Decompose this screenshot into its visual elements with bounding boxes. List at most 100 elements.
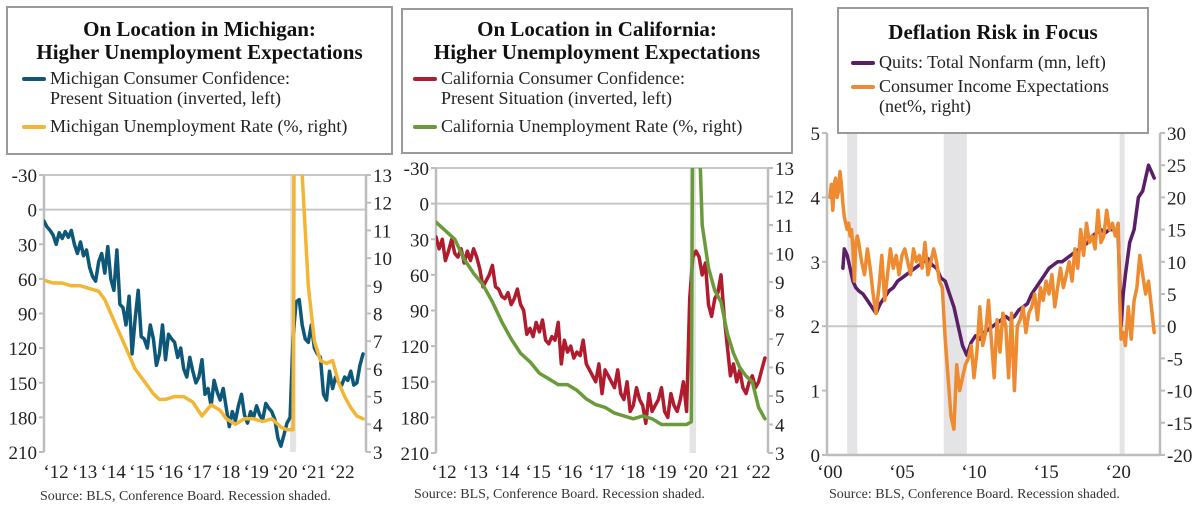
series-line-consumer-income-expectations-net-right — [828, 169, 1156, 431]
legend-label-line-2: (net%, right) — [879, 96, 971, 116]
right-tick-label: 5 — [373, 388, 383, 409]
right-tick-label: 4 — [775, 416, 785, 437]
x-tick-label: ‘21 — [714, 462, 739, 483]
x-tick-label: ‘05 — [889, 462, 914, 483]
legend-item-california-confidence: California Consumer Confidence: Present … — [413, 68, 791, 108]
legend-label-line-2: Present Situation (inverted, left) — [50, 88, 281, 108]
title-line-2: Higher Unemployment Expectations — [36, 40, 363, 64]
left-tick-label: 60 — [410, 266, 429, 287]
legend-label-line-1: Michigan Consumer Confidence: — [50, 68, 290, 88]
right-tick-label: -20 — [1167, 446, 1192, 467]
michigan-chart-title: On Location in Michigan: Higher Unemploy… — [8, 18, 391, 64]
x-tick-label: ‘15 — [1033, 462, 1058, 483]
x-tick-label: ‘16 — [557, 462, 582, 483]
right-tick-label: 12 — [373, 194, 392, 215]
michigan-source-note: Source: BLS, Conference Board. Recession… — [40, 489, 331, 504]
series-line-california-unemployment-rate-right — [436, 168, 767, 427]
x-tick-label: ‘17 — [588, 462, 613, 483]
left-tick-label: 1 — [811, 382, 821, 403]
right-tick-label: 3 — [775, 444, 785, 465]
legend-swatch — [413, 125, 437, 129]
right-tick-label: 9 — [775, 273, 785, 294]
x-tick-label: ‘15 — [129, 462, 154, 483]
deflation-source-note: Source: BLS, Conference Board. Recession… — [829, 487, 1120, 502]
left-tick-label: 90 — [18, 305, 37, 326]
right-tick-label: 8 — [373, 305, 383, 326]
x-tick-label: ‘20 — [1106, 462, 1131, 483]
x-tick-label: ‘16 — [158, 462, 183, 483]
x-tick-label: ‘13 — [72, 462, 97, 483]
left-tick-label: 30 — [410, 230, 429, 251]
left-tick-label: 180 — [9, 408, 38, 429]
x-tick-label: ‘18 — [620, 462, 645, 483]
right-tick-label: 30 — [1167, 124, 1186, 145]
legend-label-line-2: Present Situation (inverted, left) — [441, 88, 672, 108]
x-tick-label: ‘12 — [431, 462, 456, 483]
left-tick-label: -30 — [12, 166, 37, 187]
left-tick-label: 150 — [401, 373, 430, 394]
left-tick-label: 5 — [811, 124, 821, 145]
legend-item-california-unemployment: California Unemployment Rate (%, right) — [413, 116, 791, 136]
right-tick-label: 11 — [775, 216, 793, 237]
right-tick-label: 10 — [373, 249, 392, 270]
left-tick-label: 120 — [9, 339, 38, 360]
left-tick-label: 30 — [18, 235, 37, 256]
california-chart: -30 0 30 60 90 120 150 180 210 13 12 11 10 9 8 7 6 5 4 3 ‘12… — [401, 159, 795, 483]
left-tick-label: 210 — [9, 443, 38, 464]
right-tick-label: 25 — [1167, 156, 1186, 177]
x-tick-label: ‘19 — [244, 462, 269, 483]
michigan-chart: -30 0 30 60 90 120 150 180 210 13 12 11 10 9 8 7 6 5 4 3 ‘12… — [9, 166, 393, 483]
right-tick-label: 12 — [775, 188, 794, 209]
right-tick-label: 0 — [1167, 317, 1177, 338]
legend-label: Michigan Consumer Confidence: Present Si… — [50, 68, 290, 108]
right-tick-label: 3 — [373, 443, 383, 464]
left-tick-label: 3 — [811, 253, 821, 274]
left-tick-label: 4 — [811, 188, 821, 209]
legend-label: California Unemployment Rate (%, right) — [441, 116, 743, 136]
right-tick-label: 5 — [775, 387, 785, 408]
x-tick-label: ‘20 — [272, 462, 297, 483]
left-tick-label: 60 — [18, 270, 37, 291]
x-tick-label: ‘21 — [301, 462, 326, 483]
series-line-michigan-consumer-confidence-present-situation-inverted-left — [44, 219, 365, 448]
x-tick-label: ‘22 — [745, 462, 770, 483]
right-tick-label: 10 — [1167, 253, 1186, 274]
x-tick-label: ‘17 — [186, 462, 211, 483]
legend-swatch — [851, 85, 875, 89]
legend-item-quits: Quits: Total Nonfarm (mn, left) — [851, 52, 1147, 72]
right-tick-label: 15 — [1167, 221, 1186, 242]
legend-label: Quits: Total Nonfarm (mn, left) — [879, 52, 1106, 72]
x-tick-label: ‘19 — [651, 462, 676, 483]
left-tick-label: 210 — [401, 444, 430, 465]
legend-label: Michigan Unemployment Rate (%, right) — [50, 116, 348, 136]
deflation-risk-chart: 0 1 2 3 4 5 30 25 20 15 10 5 0 -5 -10 -15 -20 ‘00 ‘05 ‘10 ‘1… — [811, 124, 1193, 483]
x-tick-label: ‘22 — [329, 462, 354, 483]
right-tick-label: -15 — [1167, 414, 1192, 435]
legend-label: Consumer Income Expectations (net%, righ… — [879, 76, 1109, 116]
left-tick-label: 120 — [401, 337, 430, 358]
series-line-michigan-unemployment-rate-right — [44, 175, 365, 432]
right-tick-label: 9 — [373, 277, 383, 298]
legend-item-income-expectations: Consumer Income Expectations (net%, righ… — [851, 76, 1147, 116]
left-tick-label: 150 — [9, 374, 38, 395]
right-tick-label: 13 — [775, 159, 794, 180]
right-tick-label: 13 — [373, 166, 392, 187]
legend-swatch — [851, 61, 875, 65]
legend-item-michigan-confidence: Michigan Consumer Confidence: Present Si… — [22, 68, 391, 108]
x-tick-label: ‘20 — [683, 462, 708, 483]
right-tick-label: 4 — [373, 415, 383, 436]
x-tick-label: ‘14 — [494, 462, 520, 483]
right-tick-label: -10 — [1167, 382, 1192, 403]
left-tick-label: -30 — [404, 159, 429, 180]
series-line-california-consumer-confidence-present-situation-inverted-left — [436, 235, 767, 426]
x-tick-label: ‘14 — [101, 462, 127, 483]
left-tick-label: 90 — [410, 302, 429, 323]
right-tick-label: 10 — [775, 245, 794, 266]
right-tick-label: 7 — [373, 332, 383, 353]
title-line-1: Deflation Risk in Focus — [888, 20, 1098, 44]
california-legend: On Location in California: Higher Unempl… — [401, 8, 793, 154]
left-tick-label: 0 — [811, 446, 821, 467]
left-tick-label: 2 — [811, 317, 821, 338]
legend-label: California Consumer Confidence: Present … — [441, 68, 685, 108]
